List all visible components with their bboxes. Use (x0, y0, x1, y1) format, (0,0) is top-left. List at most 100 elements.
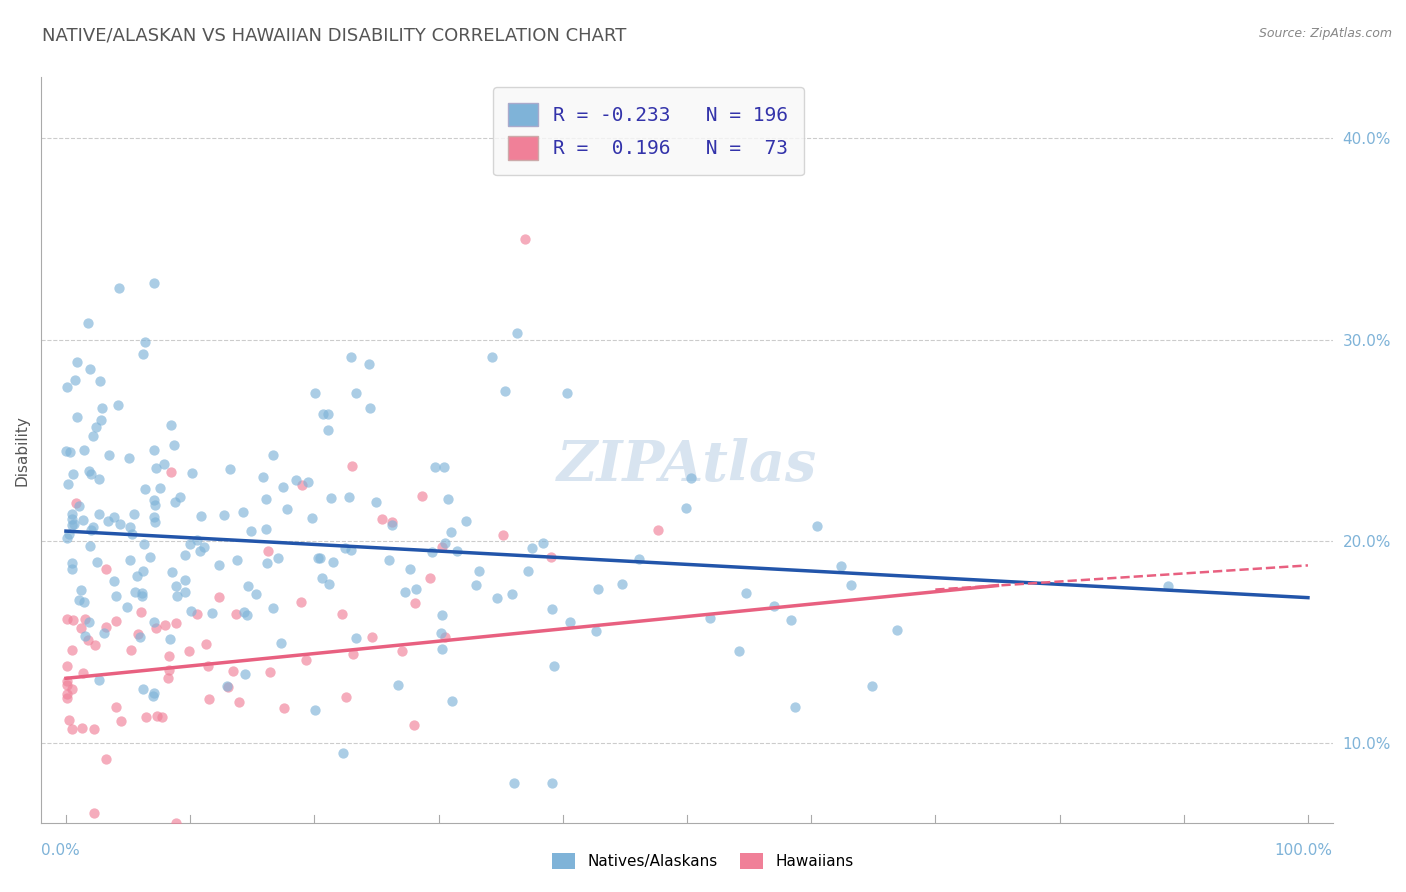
Point (675, 501, 697, 516)
Point (212, 508, 235, 522)
Point (94, 752, 117, 766)
Point (118, 552, 141, 566)
Point (454, 514, 477, 528)
Point (89, 375, 111, 389)
Point (104, 589, 127, 603)
Point (307, 551, 329, 566)
Point (330, 607, 353, 622)
Point (297, 475, 319, 490)
Point (83, 805, 105, 820)
Point (157, 663, 180, 677)
Point (399, 561, 422, 575)
Point (245, 587, 267, 601)
Point (145, 461, 167, 475)
Point (131, 589, 153, 603)
Point (371, 512, 394, 526)
Point (541, 776, 564, 790)
Point (174, 584, 197, 599)
Point (169, 491, 191, 505)
Point (56, 658, 79, 673)
Point (339, 351, 361, 365)
Point (440, 524, 463, 539)
Point (762, 599, 785, 613)
Point (543, 659, 565, 673)
Point (208, 591, 231, 605)
Point (142, 689, 165, 703)
Point (58, 527, 80, 541)
Point (73, 629, 96, 643)
Point (273, 701, 295, 715)
Point (132, 537, 155, 551)
Point (254, 492, 277, 507)
Point (276, 502, 298, 516)
Point (267, 551, 290, 566)
Point (319, 491, 342, 505)
Point (90, 413, 112, 427)
Point (254, 522, 277, 536)
Point (291, 477, 314, 491)
Point (69, 621, 91, 635)
Point (97, 514, 120, 528)
Point (430, 541, 453, 555)
Y-axis label: Disability: Disability (15, 415, 30, 486)
Point (344, 385, 367, 400)
Point (360, 630, 382, 644)
Point (728, 644, 751, 658)
Point (193, 540, 215, 554)
Point (783, 700, 806, 714)
Point (432, 608, 454, 623)
Point (464, 578, 486, 592)
Point (425, 460, 447, 475)
Point (446, 543, 468, 558)
Point (236, 579, 259, 593)
Point (200, 607, 222, 621)
Point (830, 558, 852, 573)
Point (322, 555, 344, 569)
Point (142, 615, 165, 629)
Point (77, 632, 100, 647)
Point (79, 615, 101, 629)
Point (65, 373, 87, 387)
Point (387, 678, 409, 692)
Point (60, 562, 83, 576)
Point (381, 516, 404, 530)
Point (105, 700, 128, 714)
Point (558, 615, 581, 629)
Point (55, 612, 77, 626)
Point (344, 631, 367, 645)
Point (340, 459, 363, 474)
Point (131, 586, 153, 600)
Legend: R = -0.233   N = 196, R =  0.196   N =  73: R = -0.233 N = 196, R = 0.196 N = 73 (492, 87, 804, 176)
Point (60, 508, 83, 522)
Point (681, 471, 703, 485)
Point (181, 466, 204, 480)
Point (93, 626, 115, 640)
Point (159, 632, 181, 647)
Point (366, 494, 388, 508)
Point (157, 671, 180, 685)
Point (285, 473, 308, 487)
Point (531, 535, 554, 549)
Point (132, 347, 155, 361)
Point (308, 551, 330, 566)
Point (232, 505, 254, 519)
Point (115, 600, 138, 615)
Point (73, 443, 96, 458)
Point (108, 281, 131, 295)
Point (516, 564, 538, 578)
Point (217, 681, 239, 695)
Point (236, 607, 259, 622)
Point (540, 549, 562, 564)
Point (780, 613, 803, 627)
Point (860, 679, 883, 693)
Point (522, 541, 544, 555)
Point (647, 523, 669, 537)
Point (84, 638, 107, 652)
Point (56, 687, 79, 701)
Point (166, 589, 188, 603)
Point (335, 690, 357, 705)
Point (105, 614, 128, 628)
Point (806, 519, 828, 533)
Point (143, 498, 166, 512)
Point (186, 533, 208, 548)
